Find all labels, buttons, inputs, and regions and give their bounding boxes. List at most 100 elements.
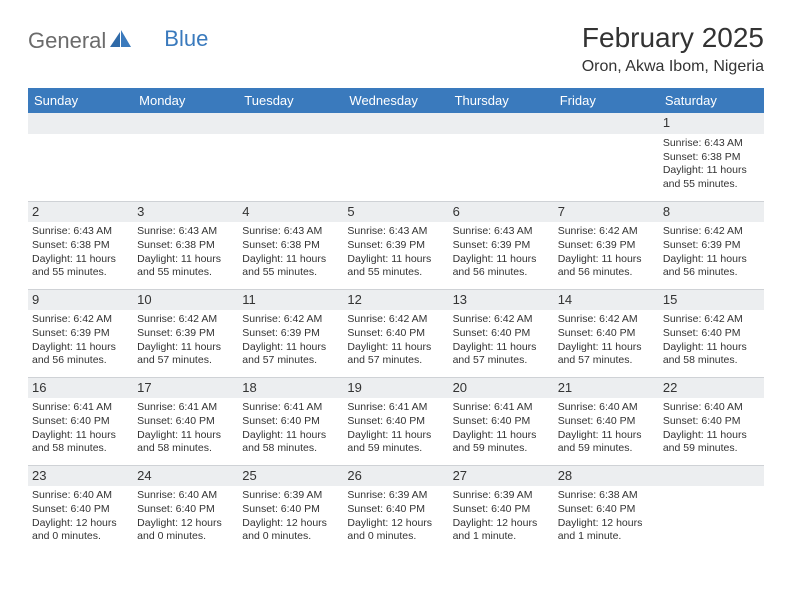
day-info-line: Sunset: 6:40 PM <box>558 503 653 517</box>
day-info-line: Daylight: 11 hours and 57 minutes. <box>558 341 653 368</box>
day-info-line: Sunrise: 6:42 AM <box>663 225 758 239</box>
day-number <box>238 113 343 134</box>
day-number: 14 <box>554 290 659 311</box>
day-number: 1 <box>659 113 764 134</box>
day-info-line: Sunset: 6:40 PM <box>32 503 127 517</box>
day-info-line: Sunrise: 6:41 AM <box>137 401 232 415</box>
day-number: 7 <box>554 202 659 223</box>
day-info-line: Sunrise: 6:40 AM <box>558 401 653 415</box>
day-number: 24 <box>133 466 238 487</box>
day-info-line: Daylight: 12 hours and 0 minutes. <box>32 517 127 544</box>
day-details: Sunrise: 6:42 AMSunset: 6:40 PMDaylight:… <box>345 313 442 368</box>
calendar-day: 4Sunrise: 6:43 AMSunset: 6:38 PMDaylight… <box>238 201 343 289</box>
day-header-row: Sunday Monday Tuesday Wednesday Thursday… <box>28 88 764 113</box>
day-details: Sunrise: 6:42 AMSunset: 6:40 PMDaylight:… <box>661 313 758 368</box>
day-number: 12 <box>343 290 448 311</box>
calendar-page: General Blue February 2025 Oron, Akwa Ib… <box>0 0 792 553</box>
day-header: Thursday <box>449 88 554 113</box>
day-details: Sunrise: 6:41 AMSunset: 6:40 PMDaylight:… <box>345 401 442 456</box>
day-info-line: Daylight: 11 hours and 58 minutes. <box>242 429 337 456</box>
day-info-line: Daylight: 11 hours and 55 minutes. <box>347 253 442 280</box>
day-info-line: Daylight: 11 hours and 58 minutes. <box>137 429 232 456</box>
calendar-week: 9Sunrise: 6:42 AMSunset: 6:39 PMDaylight… <box>28 289 764 377</box>
day-info-line: Sunset: 6:40 PM <box>242 503 337 517</box>
day-info-line: Daylight: 11 hours and 56 minutes. <box>558 253 653 280</box>
day-details: Sunrise: 6:39 AMSunset: 6:40 PMDaylight:… <box>451 489 548 544</box>
day-info-line: Daylight: 11 hours and 57 minutes. <box>347 341 442 368</box>
day-details: Sunrise: 6:40 AMSunset: 6:40 PMDaylight:… <box>556 401 653 456</box>
day-info-line: Sunrise: 6:41 AM <box>347 401 442 415</box>
day-info-line: Sunrise: 6:42 AM <box>663 313 758 327</box>
day-number: 3 <box>133 202 238 223</box>
day-info-line: Sunrise: 6:40 AM <box>32 489 127 503</box>
day-number: 23 <box>28 466 133 487</box>
calendar-day: 28Sunrise: 6:38 AMSunset: 6:40 PMDayligh… <box>554 465 659 553</box>
day-info-line: Sunset: 6:40 PM <box>347 503 442 517</box>
calendar-week: 23Sunrise: 6:40 AMSunset: 6:40 PMDayligh… <box>28 465 764 553</box>
page-header: General Blue February 2025 Oron, Akwa Ib… <box>28 22 764 76</box>
day-info-line: Daylight: 12 hours and 1 minute. <box>558 517 653 544</box>
day-info-line: Sunrise: 6:42 AM <box>137 313 232 327</box>
logo-sail-icon <box>110 28 132 54</box>
calendar-day: 11Sunrise: 6:42 AMSunset: 6:39 PMDayligh… <box>238 289 343 377</box>
day-info-line: Daylight: 11 hours and 59 minutes. <box>453 429 548 456</box>
calendar-day: 2Sunrise: 6:43 AMSunset: 6:38 PMDaylight… <box>28 201 133 289</box>
day-header: Wednesday <box>343 88 448 113</box>
day-info-line: Sunset: 6:38 PM <box>32 239 127 253</box>
calendar-day <box>238 113 343 201</box>
day-details: Sunrise: 6:42 AMSunset: 6:39 PMDaylight:… <box>240 313 337 368</box>
calendar-week: 1 Sunrise: 6:43 AMSunset: 6:38 PMDaylight… <box>28 113 764 201</box>
calendar-day: 26Sunrise: 6:39 AMSunset: 6:40 PMDayligh… <box>343 465 448 553</box>
day-number: 22 <box>659 378 764 399</box>
day-info-line: Sunrise: 6:43 AM <box>453 225 548 239</box>
day-header: Friday <box>554 88 659 113</box>
day-info-line: Sunrise: 6:43 AM <box>137 225 232 239</box>
day-details: Sunrise: 6:39 AMSunset: 6:40 PMDaylight:… <box>240 489 337 544</box>
day-info-line: Sunset: 6:40 PM <box>663 415 758 429</box>
calendar-day: 12Sunrise: 6:42 AMSunset: 6:40 PMDayligh… <box>343 289 448 377</box>
day-number: 27 <box>449 466 554 487</box>
calendar-day: 17Sunrise: 6:41 AMSunset: 6:40 PMDayligh… <box>133 377 238 465</box>
calendar-day <box>343 113 448 201</box>
day-number: 21 <box>554 378 659 399</box>
day-details: Sunrise: 6:43 AMSunset: 6:39 PMDaylight:… <box>451 225 548 280</box>
day-details: Sunrise: 6:43 AMSunset: 6:38 PMDaylight:… <box>240 225 337 280</box>
day-info-line: Sunrise: 6:43 AM <box>347 225 442 239</box>
day-info-line: Sunrise: 6:41 AM <box>242 401 337 415</box>
day-info-line: Sunrise: 6:40 AM <box>663 401 758 415</box>
day-info-line: Sunset: 6:40 PM <box>453 327 548 341</box>
day-number: 6 <box>449 202 554 223</box>
day-info-line: Sunset: 6:39 PM <box>137 327 232 341</box>
day-number <box>554 113 659 134</box>
day-info-line: Sunset: 6:39 PM <box>663 239 758 253</box>
calendar-day <box>28 113 133 201</box>
day-details: Sunrise: 6:40 AMSunset: 6:40 PMDaylight:… <box>135 489 232 544</box>
day-number <box>28 113 133 134</box>
day-number <box>659 466 764 487</box>
calendar-day: 7Sunrise: 6:42 AMSunset: 6:39 PMDaylight… <box>554 201 659 289</box>
calendar-day <box>133 113 238 201</box>
day-number: 8 <box>659 202 764 223</box>
logo-text-2: Blue <box>164 26 208 52</box>
day-info-line: Sunset: 6:40 PM <box>347 415 442 429</box>
day-info-line: Sunset: 6:40 PM <box>558 327 653 341</box>
day-info-line: Sunrise: 6:43 AM <box>663 137 758 151</box>
day-details: Sunrise: 6:43 AMSunset: 6:38 PMDaylight:… <box>661 137 758 192</box>
calendar-day: 16Sunrise: 6:41 AMSunset: 6:40 PMDayligh… <box>28 377 133 465</box>
day-info-line: Sunset: 6:40 PM <box>558 415 653 429</box>
calendar-day: 13Sunrise: 6:42 AMSunset: 6:40 PMDayligh… <box>449 289 554 377</box>
day-info-line: Daylight: 11 hours and 57 minutes. <box>137 341 232 368</box>
day-details: Sunrise: 6:42 AMSunset: 6:39 PMDaylight:… <box>135 313 232 368</box>
calendar-day: 22Sunrise: 6:40 AMSunset: 6:40 PMDayligh… <box>659 377 764 465</box>
day-info-line: Daylight: 11 hours and 58 minutes. <box>663 341 758 368</box>
day-number: 25 <box>238 466 343 487</box>
day-number: 16 <box>28 378 133 399</box>
day-info-line: Sunset: 6:38 PM <box>242 239 337 253</box>
logo: General Blue <box>28 28 208 54</box>
day-details: Sunrise: 6:42 AMSunset: 6:39 PMDaylight:… <box>661 225 758 280</box>
calendar-day: 6Sunrise: 6:43 AMSunset: 6:39 PMDaylight… <box>449 201 554 289</box>
day-info-line: Daylight: 11 hours and 55 minutes. <box>137 253 232 280</box>
day-info-line: Daylight: 11 hours and 56 minutes. <box>663 253 758 280</box>
day-info-line: Sunrise: 6:39 AM <box>453 489 548 503</box>
calendar-day: 24Sunrise: 6:40 AMSunset: 6:40 PMDayligh… <box>133 465 238 553</box>
